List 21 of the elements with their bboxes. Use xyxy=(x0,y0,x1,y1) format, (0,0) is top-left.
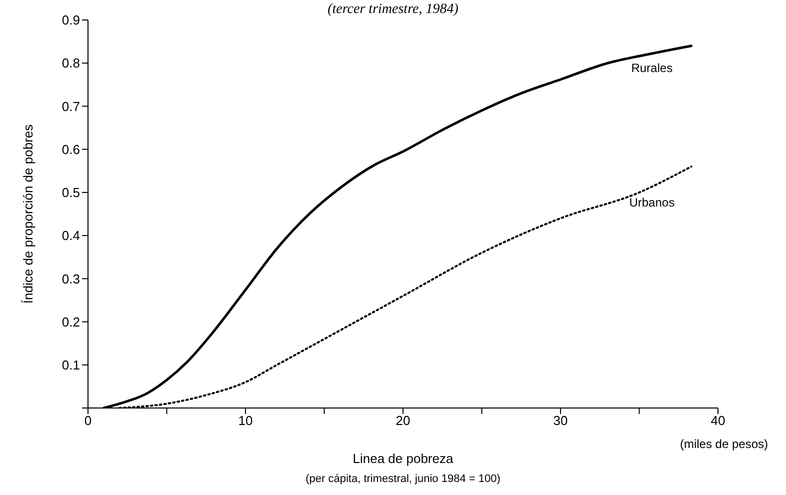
y-tick-label: 0.3 xyxy=(62,271,80,286)
x-tick-label: 10 xyxy=(238,413,253,428)
y-tick-label: 0.2 xyxy=(62,314,80,330)
x-tick-label: 0 xyxy=(84,413,92,428)
y-tick-label: 0.9 xyxy=(62,12,80,28)
y-tick-label: 0.1 xyxy=(62,358,80,373)
y-axis-title: Índice de proporción de pobres xyxy=(20,124,36,304)
x-axis-title: Linea de pobreza xyxy=(352,451,454,466)
y-tick-label: 0.5 xyxy=(62,185,80,200)
series-label: Rurales xyxy=(631,60,673,75)
x-tick-label: 40 xyxy=(710,413,726,428)
text: (miles de pesos) xyxy=(680,437,768,451)
y-tick-label: 0.8 xyxy=(62,56,80,71)
y-tick-label: 0.7 xyxy=(62,98,80,114)
text: (per cápita, trimestral, junio 1984 = 100) xyxy=(306,472,500,485)
series-label: Urbanos xyxy=(629,196,675,210)
y-tick-label: 0.6 xyxy=(62,142,80,157)
chart-title: (tercer trimestre, 1984) xyxy=(328,2,458,17)
x-tick-label: 30 xyxy=(553,413,568,428)
y-tick-label: 0.4 xyxy=(62,228,80,244)
x-tick-label: 20 xyxy=(396,413,410,428)
